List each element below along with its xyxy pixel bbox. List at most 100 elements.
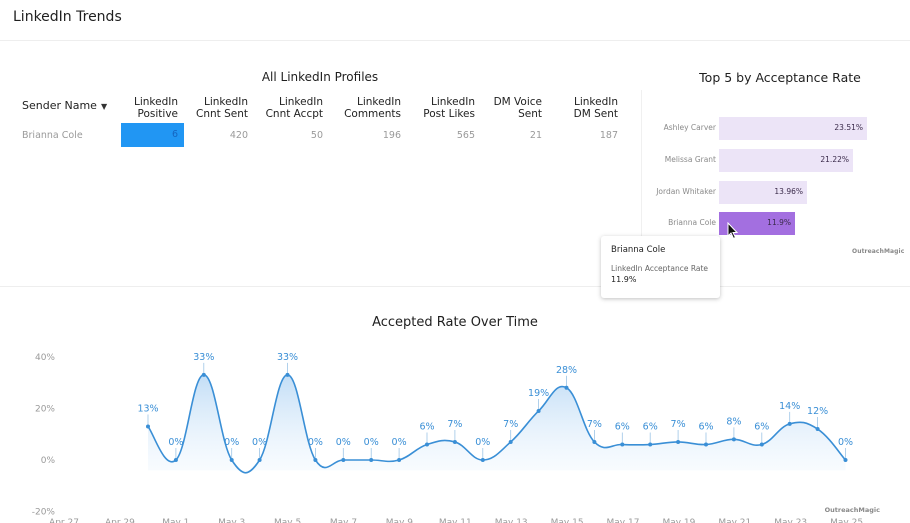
data-point[interactable] [257,458,262,462]
outreachmagic-logo: OutreachMagic [852,248,905,255]
data-label: 0% [252,437,267,448]
bar[interactable]: 13.96% [719,181,807,204]
data-point[interactable] [397,458,402,462]
table-header: Sender Name ▼ LinkedIn Positive LinkedIn … [0,96,640,126]
data-point[interactable] [592,439,597,444]
col-header-post-likes[interactable]: LinkedIn Post Likes [423,96,475,120]
accepted-rate-line-chart[interactable]: 40% 20% 0% -20%Apr 27 Apr 29 May 1 May 3 May 5 M… [0,330,910,523]
col-header-dm-voice-sent[interactable]: DM Voice Sent [493,96,542,120]
data-point[interactable] [480,458,485,462]
chart-title: Accepted Rate Over Time [372,315,538,330]
data-label: 6% [754,422,769,433]
cnnt-accpt-cell: 50 [310,130,323,141]
data-point[interactable] [508,439,513,444]
y-tick-label: 20% [35,404,55,414]
data-point[interactable] [759,442,764,447]
bar-label: Ashley Carver [663,123,716,132]
bar-active[interactable]: 11.9% [719,212,795,235]
y-tick-label: -20% [32,508,56,518]
data-point[interactable] [425,442,429,447]
data-point[interactable] [787,421,792,426]
x-tick-label: May 1 [162,518,189,523]
caret-down-icon[interactable]: ▼ [100,102,108,111]
bar-value: 11.9% [767,218,791,227]
section-divider [641,90,642,250]
x-tick-label: May 15 [551,518,584,523]
bar-label: Jordan Whitaker [656,187,716,196]
col-header-linkedin-positive[interactable]: LinkedIn Positive [133,96,178,120]
data-label: 0% [308,437,323,448]
x-tick-label: May 17 [607,518,640,523]
tooltip-name: Brianna Cole [611,245,666,255]
x-tick-label: May 3 [218,518,245,523]
data-point[interactable] [285,372,290,377]
data-label: 14% [779,401,800,412]
x-tick-label: May 13 [495,518,528,523]
data-point[interactable] [843,458,848,462]
data-label: 28% [556,365,577,376]
bar-value: 21.22% [820,155,849,164]
data-label: 6% [615,422,630,433]
x-tick-label: May 19 [662,518,695,523]
mouse-cursor-icon [727,222,739,240]
sender-name-label: Sender Name [22,99,97,112]
outreachmagic-logo: OutreachMagic [825,506,880,514]
y-tick-label: 40% [35,353,55,363]
data-point[interactable] [731,437,736,442]
data-point[interactable] [173,458,178,462]
cnnt-sent-cell: 420 [229,130,248,141]
data-label: 8% [726,416,741,427]
data-point[interactable] [369,458,374,462]
data-label: 33% [193,352,214,363]
data-point[interactable] [536,408,541,413]
data-point[interactable] [676,439,681,444]
x-tick-label: May 5 [274,518,301,523]
bar-value: 13.96% [774,187,803,196]
data-point[interactable] [815,427,820,432]
section-divider-horizontal [0,286,910,287]
x-tick-label: May 23 [774,518,807,523]
bar-label: Melissa Grant [664,155,716,164]
sender-name-header[interactable]: Sender Name ▼ [22,100,107,113]
bar[interactable]: 21.22% [719,149,853,172]
dm-sent-cell: 187 [599,130,618,141]
bar-row-melissa-grant[interactable]: Melissa Grant 21.22% [642,149,910,172]
data-label: 6% [698,422,713,433]
x-tick-label: Apr 27 [49,518,79,523]
col-header-cnnt-accpt[interactable]: LinkedIn Cnnt Accpt [265,96,323,120]
x-tick-label: May 25 [830,518,863,523]
data-point[interactable] [648,442,653,447]
data-label: 19% [528,388,549,399]
data-point[interactable] [341,458,346,462]
table-row[interactable]: Brianna Cole 6 420 50 196 565 21 187 [0,123,640,147]
data-point[interactable] [704,442,708,447]
data-label: 7% [671,419,686,430]
col-header-cnnt-sent[interactable]: LinkedIn Cnnt Sent [196,96,248,120]
data-point[interactable] [620,442,625,447]
data-label: 7% [587,419,602,430]
data-label: 0% [392,437,407,448]
x-tick-label: May 11 [439,518,472,523]
x-tick-label: May 9 [386,518,413,523]
data-label: 12% [807,406,828,417]
data-label: 0% [475,437,490,448]
bar-label: Brianna Cole [668,218,716,227]
x-tick-label: May 21 [718,518,751,523]
linkedin-positive-cell: 6 [121,123,184,147]
data-label: 0% [168,437,183,448]
y-tick-label: 0% [41,456,56,466]
data-point[interactable] [452,439,457,444]
data-point[interactable] [201,372,206,377]
bar-row-jordan-whitaker[interactable]: Jordan Whitaker 13.96% [642,181,910,204]
data-point[interactable] [146,424,150,429]
col-header-comments[interactable]: LinkedIn Comments [344,96,401,120]
area-fill [148,374,846,473]
bar[interactable]: 23.51% [719,117,867,140]
post-likes-cell: 565 [456,130,475,141]
data-point[interactable] [313,458,318,462]
data-point[interactable] [229,458,234,462]
bar-row-ashley-carver[interactable]: Ashley Carver 23.51% [642,117,910,140]
col-header-dm-sent[interactable]: LinkedIn DM Sent [573,96,618,120]
bar-row-brianna-cole[interactable]: Brianna Cole 11.9% [642,212,910,235]
data-point[interactable] [564,385,569,390]
